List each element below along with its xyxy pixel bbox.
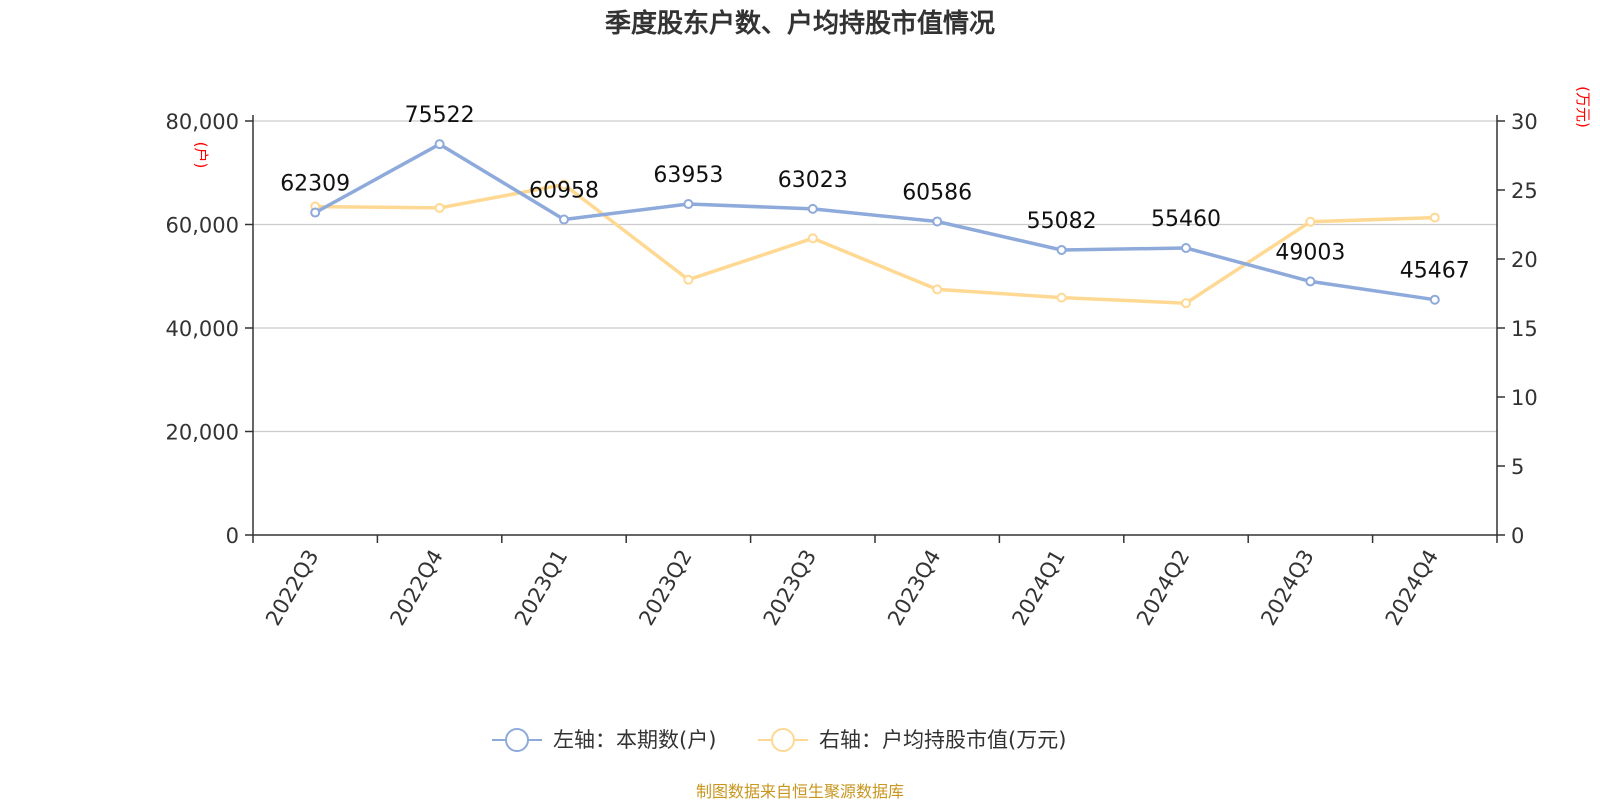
legend-label-avg-value: 右轴：户均持股市值(万元)	[819, 728, 1066, 752]
data-label: 63023	[778, 168, 848, 193]
left-axis-unit: (户)	[192, 142, 210, 169]
left-axis-tick-label: 40,000	[166, 317, 239, 341]
legend-marker-shareholders	[505, 728, 529, 752]
series-point-avg-value[interactable]	[1181, 298, 1191, 309]
data-label: 60586	[902, 180, 972, 205]
series-point-avg-value[interactable]	[559, 179, 569, 190]
series-point-avg-value[interactable]	[683, 274, 694, 285]
data-label: 62309	[280, 172, 350, 197]
data-label: 63953	[653, 163, 723, 188]
right-axis-tick-label: 10	[1511, 386, 1538, 410]
legend-marker-avg-value	[771, 728, 795, 752]
chart-title: 季度股东户数、户均持股市值情况	[605, 8, 995, 39]
series-layer	[310, 139, 1440, 309]
legend-item-avg-value[interactable]: 右轴：户均持股市值(万元)	[758, 728, 1066, 752]
left-axis-tick-label: 20,000	[166, 421, 239, 445]
x-axis-tick-label: 2022Q4	[385, 546, 447, 630]
axis-layer: 0 20,000 40,000 60,000 80,000 0 5 10 15 20 25 30 202…	[166, 110, 1538, 630]
series-point-avg-value[interactable]	[1056, 292, 1067, 303]
left-axis-tick-label: 0	[226, 524, 239, 548]
right-axis-tick-label: 20	[1511, 248, 1538, 272]
series-point-shareholders[interactable]	[1056, 244, 1067, 255]
legend-item-shareholders[interactable]: 左轴：本期数(户)	[492, 728, 716, 752]
series-point-shareholders[interactable]	[559, 214, 569, 225]
series-point-avg-value[interactable]	[807, 233, 818, 244]
right-axis-tick-label: 5	[1511, 455, 1524, 479]
series-point-avg-value[interactable]	[1429, 212, 1440, 223]
right-axis-unit: (万元)	[1574, 86, 1592, 128]
left-axis-tick-label: 60,000	[166, 214, 239, 238]
series-point-shareholders[interactable]	[310, 207, 321, 218]
series-point-shareholders[interactable]	[1429, 294, 1440, 305]
series-point-shareholders[interactable]	[683, 199, 694, 210]
x-axis-tick-label: 2023Q4	[883, 545, 945, 629]
data-label: 45467	[1400, 259, 1470, 284]
grid-layer	[253, 120, 1497, 433]
right-axis-tick-label: 30	[1511, 110, 1538, 134]
source-note: 制图数据来自恒生聚源数据库	[696, 782, 904, 800]
legend: 左轴：本期数(户) 右轴：户均持股市值(万元)	[492, 728, 1066, 752]
series-point-avg-value[interactable]	[932, 284, 943, 295]
right-axis-tick-label: 0	[1511, 524, 1524, 548]
x-axis-tick-label: 2024Q1	[1007, 546, 1069, 630]
x-axis-tick-label: 2024Q3	[1256, 546, 1318, 630]
series-point-shareholders[interactable]	[807, 203, 818, 214]
x-axis-tick-label: 2023Q3	[759, 546, 821, 630]
right-axis-tick-label: 25	[1511, 179, 1538, 203]
legend-label-shareholders: 左轴：本期数(户)	[553, 728, 716, 752]
series-point-shareholders[interactable]	[932, 216, 943, 227]
series-line-avg-value	[315, 182, 1435, 305]
series-point-shareholders[interactable]	[1181, 242, 1191, 253]
series-point-avg-value[interactable]	[434, 202, 445, 213]
series-point-avg-value[interactable]	[1305, 216, 1316, 227]
x-axis-tick-label: 2023Q2	[634, 546, 696, 630]
x-axis-tick-label: 2022Q3	[261, 546, 323, 630]
x-axis-tick-label: 2024Q4	[1381, 546, 1443, 630]
right-axis-tick-label: 15	[1511, 317, 1538, 341]
series-point-shareholders[interactable]	[1305, 276, 1316, 287]
data-label: 60958	[529, 179, 599, 204]
x-axis-tick-label: 2024Q2	[1132, 546, 1194, 630]
data-label: 55082	[1027, 209, 1097, 234]
data-label: 55460	[1151, 207, 1221, 232]
left-axis-tick-label: 80,000	[166, 110, 239, 134]
data-label-layer: 62309 75522 60958 63953 63023 60586 55082 55460…	[280, 103, 1470, 284]
data-label: 49003	[1275, 240, 1345, 265]
series-line-shareholders	[314, 142, 1436, 302]
series-point-shareholders[interactable]	[434, 139, 445, 150]
x-axis-tick-label: 2023Q1	[510, 546, 572, 630]
data-label: 75522	[405, 103, 475, 128]
